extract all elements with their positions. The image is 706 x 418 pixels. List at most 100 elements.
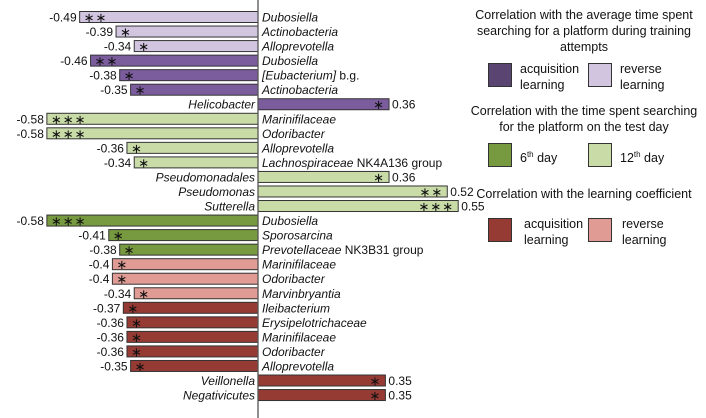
bar bbox=[122, 301, 259, 314]
taxon-label: Odoribacter bbox=[262, 127, 326, 141]
taxon-label: [Eubacterium] b.g. bbox=[261, 69, 359, 83]
taxon-label: Actinobacteria bbox=[261, 83, 338, 97]
taxon-label: Negativicutes bbox=[183, 389, 255, 403]
taxon-label: Alloprevotella bbox=[261, 40, 334, 54]
bar bbox=[126, 141, 259, 154]
value-label: -0.35 bbox=[100, 83, 128, 97]
bar bbox=[130, 359, 259, 372]
taxon-label: Odoribacter bbox=[262, 272, 326, 286]
significance-stars: ∗ bbox=[131, 331, 143, 346]
bar bbox=[111, 272, 259, 285]
bar bbox=[111, 258, 259, 271]
taxon-label: Odoribacter bbox=[262, 345, 326, 359]
taxon-label: Erysipelotrichaceae bbox=[262, 316, 367, 330]
value-label: -0.35 bbox=[100, 359, 128, 373]
bar bbox=[257, 98, 390, 111]
value-label: -0.58 bbox=[17, 214, 45, 228]
value-label: -0.39 bbox=[86, 25, 114, 39]
value-label: -0.38 bbox=[89, 243, 117, 257]
legend-swatch-training-reverse bbox=[588, 63, 612, 87]
significance-stars: ∗ bbox=[131, 345, 143, 360]
value-label: 0.36 bbox=[392, 98, 416, 112]
significance-stars: ∗ bbox=[127, 302, 139, 317]
value-label: 0.35 bbox=[388, 374, 412, 388]
bar bbox=[133, 40, 259, 53]
value-label: -0.34 bbox=[104, 156, 132, 170]
bar bbox=[115, 25, 259, 38]
value-label: -0.58 bbox=[17, 127, 45, 141]
legend-swatch-test-12th bbox=[588, 143, 612, 167]
taxon-label: Marinifilaceae bbox=[262, 258, 336, 272]
value-label: -0.36 bbox=[97, 141, 125, 155]
bar bbox=[257, 389, 386, 402]
significance-stars: ∗ bbox=[116, 273, 128, 288]
taxon-label: Alloprevotella bbox=[261, 141, 334, 155]
legend-swatch-training-acquisition bbox=[488, 63, 512, 87]
value-label: 0.52 bbox=[450, 185, 474, 199]
value-label: -0.34 bbox=[104, 40, 132, 54]
legend-test: Correlation with the time spent searchin… bbox=[462, 103, 706, 177]
bar bbox=[119, 243, 259, 256]
bar bbox=[133, 287, 259, 300]
value-label: -0.36 bbox=[97, 316, 125, 330]
bar bbox=[126, 330, 259, 343]
value-label: -0.36 bbox=[97, 345, 125, 359]
value-label: -0.46 bbox=[60, 54, 88, 68]
bar bbox=[257, 374, 386, 387]
taxon-label: Sutterella bbox=[204, 200, 255, 214]
value-label: -0.49 bbox=[49, 11, 77, 25]
legend-label: acquisition learning bbox=[524, 217, 584, 247]
significance-stars: ∗ bbox=[113, 229, 125, 244]
legend-swatch-coef-reverse bbox=[588, 218, 612, 242]
value-label: -0.36 bbox=[97, 330, 125, 344]
significance-stars: ∗ bbox=[373, 98, 385, 113]
bar bbox=[126, 316, 259, 329]
value-label: -0.4 bbox=[89, 272, 110, 286]
taxon-label: Ileibacterium bbox=[262, 301, 330, 315]
significance-stars: ∗∗ bbox=[95, 55, 119, 70]
significance-stars: ∗ bbox=[138, 287, 150, 302]
value-label: -0.38 bbox=[89, 69, 117, 83]
bar bbox=[108, 229, 259, 242]
bar bbox=[130, 83, 259, 96]
taxon-label: Dubosiella bbox=[262, 214, 318, 228]
legend-title: Correlation with the time spent searchin… bbox=[470, 104, 698, 134]
significance-stars: ∗ bbox=[135, 360, 147, 375]
bar bbox=[126, 345, 259, 358]
value-label: -0.4 bbox=[89, 258, 110, 272]
taxon-label: Lachnospiraceae NK4A136 group bbox=[262, 156, 442, 170]
taxon-label: Pseudomonadales bbox=[156, 170, 255, 184]
significance-stars: ∗ bbox=[131, 142, 143, 157]
significance-stars: ∗ bbox=[369, 389, 381, 404]
significance-stars: ∗ bbox=[138, 40, 150, 55]
taxon-label: Pseudomonas bbox=[178, 185, 255, 199]
taxon-label: Veillonella bbox=[201, 374, 256, 388]
value-label: -0.37 bbox=[93, 301, 121, 315]
value-label: -0.41 bbox=[78, 229, 106, 243]
bar bbox=[257, 170, 390, 183]
significance-stars: ∗ bbox=[131, 316, 143, 331]
significance-stars: ∗ bbox=[120, 26, 132, 41]
value-label: -0.58 bbox=[17, 112, 45, 126]
significance-stars: ∗∗∗ bbox=[419, 200, 455, 215]
significance-stars: ∗ bbox=[138, 156, 150, 171]
significance-stars: ∗ bbox=[373, 171, 385, 186]
legend-swatch-coef-acquisition bbox=[488, 218, 512, 242]
significance-stars: ∗∗ bbox=[84, 11, 108, 26]
legend-label: reverse learning bbox=[622, 217, 667, 247]
legend-label: 6th day bbox=[520, 150, 558, 166]
legend-title: Correlation with the average time spent … bbox=[475, 8, 693, 54]
taxon-label: Alloprevotella bbox=[261, 359, 334, 373]
legend-training: Correlation with the average time spent … bbox=[462, 7, 706, 97]
value-label: 0.35 bbox=[388, 389, 412, 403]
taxon-label: Dubosiella bbox=[262, 54, 318, 68]
taxon-label: Marinifilaceae bbox=[262, 112, 336, 126]
significance-stars: ∗ bbox=[369, 375, 381, 390]
legend-label: reverse learning bbox=[620, 62, 665, 92]
legend-label: 12th day bbox=[620, 150, 665, 166]
legend-label: acquisition learning bbox=[520, 62, 580, 92]
taxon-label: Marinifilaceae bbox=[262, 330, 336, 344]
taxon-label: Dubosiella bbox=[262, 11, 318, 25]
bar bbox=[119, 69, 259, 82]
